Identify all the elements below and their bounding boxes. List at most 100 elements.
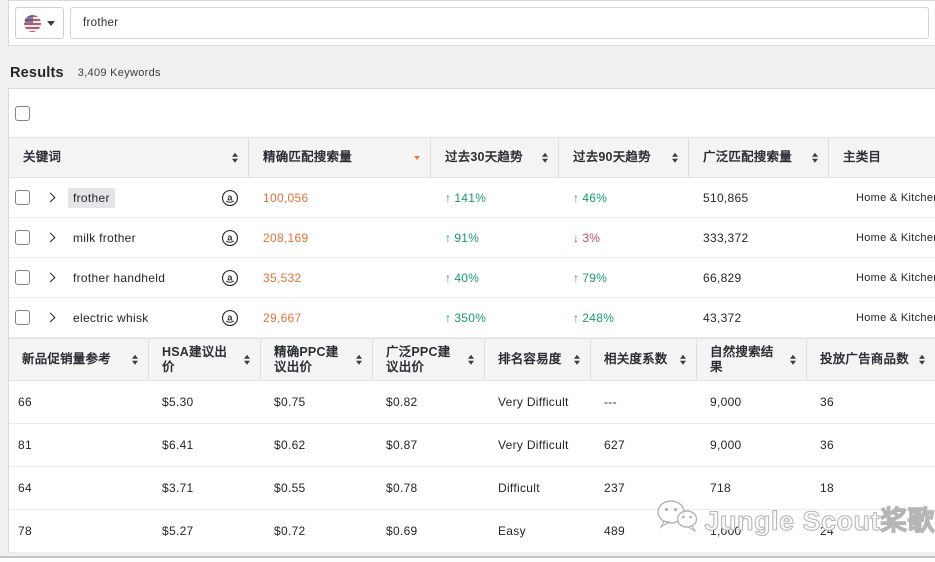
- trend-arrow-icon: ↑: [573, 310, 580, 325]
- sort-icon: [542, 152, 548, 163]
- results-summary: Results 3,409 Keywords: [10, 60, 161, 86]
- sort-icon: [680, 354, 686, 365]
- table-row: 64 $3.71 $0.55 $0.78 Difficult 237 718 1…: [9, 467, 935, 510]
- broad-ppc-bid: $0.69: [386, 524, 418, 538]
- relevancy: 627: [604, 438, 625, 452]
- results-count: 3,409 Keywords: [77, 67, 161, 79]
- promo-volume: 78: [18, 524, 32, 538]
- promo-volume: 64: [18, 481, 32, 495]
- keyword-label: frother handheld: [73, 270, 166, 285]
- exact-volume: 29,667: [263, 310, 302, 325]
- ad-products: 18: [820, 481, 834, 495]
- table2-header: 新品促销量参考 HSA建议出价 精确PPC建议出价 广泛PPC建议出价 排名容易…: [9, 338, 935, 381]
- trend-arrow-icon: ↑: [445, 190, 452, 205]
- select-all-checkbox[interactable]: [15, 105, 30, 121]
- ad-products: 36: [820, 395, 834, 409]
- exact-volume: 35,532: [263, 270, 302, 285]
- table1-header: 关键词 精确匹配搜索量 过去30天趋势 过去90天趋势 广泛匹配搜索量 主类目: [9, 137, 935, 178]
- column-header-hsa-bid[interactable]: HSA建议出价: [149, 339, 261, 380]
- amazon-icon[interactable]: a: [221, 229, 239, 247]
- svg-text:a: a: [227, 232, 233, 242]
- us-flag-icon: [24, 14, 41, 32]
- trend-arrow-icon: ↑: [573, 190, 580, 205]
- column-header-exact-volume[interactable]: 精确匹配搜索量: [249, 138, 431, 177]
- relevancy: 489: [604, 524, 625, 538]
- amazon-icon[interactable]: a: [221, 189, 239, 207]
- row-checkbox[interactable]: [15, 230, 30, 245]
- trend-arrow-icon: ↑: [445, 270, 452, 285]
- row-checkbox[interactable]: [15, 190, 30, 205]
- table-row: milk frother a 208,169 ↑ 91% ↓ 3% 333,372 …: [9, 218, 935, 258]
- expand-chevron-icon[interactable]: [45, 192, 56, 203]
- trend-90d: ↑ 79%: [573, 270, 608, 285]
- column-header-trend90[interactable]: 过去90天趋势: [559, 138, 689, 177]
- promo-volume: 81: [18, 438, 32, 452]
- broad-ppc-bid: $0.82: [386, 395, 418, 409]
- bottom-strip: [0, 558, 935, 562]
- column-header-keyword[interactable]: 关键词: [9, 138, 249, 177]
- ad-products: 36: [820, 438, 834, 452]
- svg-text:a: a: [227, 272, 233, 282]
- column-header-exact-ppc-bid[interactable]: 精确PPC建议出价: [261, 339, 373, 380]
- sort-icon: [672, 152, 678, 163]
- trend-30d: ↑ 350%: [445, 310, 487, 325]
- search-input[interactable]: [70, 7, 929, 39]
- exact-volume: 100,056: [263, 190, 309, 205]
- sort-desc-icon: [414, 155, 420, 160]
- promo-volume: 66: [18, 395, 32, 409]
- exact-ppc-bid: $0.75: [274, 395, 306, 409]
- column-header-relevancy[interactable]: 相关度系数: [591, 339, 697, 380]
- column-header-promo-volume[interactable]: 新品促销量参考: [9, 339, 149, 380]
- expand-chevron-icon[interactable]: [45, 312, 56, 323]
- sort-icon: [790, 354, 796, 365]
- column-header-ad-products[interactable]: 投放广告商品数: [807, 339, 935, 380]
- hsa-bid: $5.30: [162, 395, 194, 409]
- sort-icon: [919, 354, 925, 365]
- ad-products: 24: [820, 524, 834, 538]
- category: Home & Kitchen: [856, 231, 935, 244]
- column-header-broad-volume[interactable]: 广泛匹配搜索量: [689, 138, 829, 177]
- broad-ppc-bid: $0.78: [386, 481, 418, 495]
- sort-icon: [132, 354, 138, 365]
- broad-volume: 66,829: [703, 270, 742, 285]
- rank-ease: Difficult: [498, 481, 540, 495]
- hsa-bid: $5.27: [162, 524, 194, 538]
- column-header-broad-ppc-bid[interactable]: 广泛PPC建议出价: [373, 339, 485, 380]
- broad-volume: 510,865: [703, 190, 749, 205]
- exact-ppc-bid: $0.62: [274, 438, 306, 452]
- category: Home & Kitchen: [856, 311, 935, 324]
- trend-90d: ↑ 248%: [573, 310, 615, 325]
- expand-chevron-icon[interactable]: [45, 272, 56, 283]
- column-header-organic-results[interactable]: 自然搜索结果: [697, 339, 807, 380]
- amazon-icon[interactable]: a: [221, 269, 239, 287]
- amazon-icon[interactable]: a: [221, 309, 239, 327]
- trend-30d: ↑ 91%: [445, 230, 480, 245]
- table-row: 78 $5.27 $0.72 $0.69 Easy 489 1,000 24: [9, 510, 935, 553]
- trend-90d: ↑ 46%: [573, 190, 608, 205]
- sort-icon: [812, 152, 818, 163]
- category: Home & Kitchen: [856, 271, 935, 284]
- rank-ease: Easy: [498, 524, 526, 538]
- rank-ease: Very Difficult: [498, 438, 569, 452]
- organic-results: 718: [710, 481, 731, 495]
- hsa-bid: $6.41: [162, 438, 194, 452]
- table-row: 81 $6.41 $0.62 $0.87 Very Difficult 627 …: [9, 424, 935, 467]
- organic-results: 9,000: [710, 395, 742, 409]
- trend-arrow-icon: ↑: [445, 310, 452, 325]
- category: Home & Kitchen: [856, 191, 935, 204]
- row-checkbox[interactable]: [15, 310, 30, 325]
- table-row: frother handheld a 35,532 ↑ 40% ↑ 79% 66,8…: [9, 258, 935, 298]
- row-checkbox[interactable]: [15, 270, 30, 285]
- organic-results: 1,000: [710, 524, 742, 538]
- marketplace-selector[interactable]: [15, 7, 64, 39]
- trend-arrow-icon: ↑: [573, 270, 580, 285]
- bottom-divider: [0, 556, 935, 558]
- sort-icon: [232, 152, 238, 163]
- column-header-rank-ease[interactable]: 排名容易度: [485, 339, 591, 380]
- select-all-row: [9, 89, 935, 137]
- sort-icon: [244, 354, 250, 365]
- column-header-trend30[interactable]: 过去30天趋势: [431, 138, 559, 177]
- hsa-bid: $3.71: [162, 481, 194, 495]
- expand-chevron-icon[interactable]: [45, 232, 56, 243]
